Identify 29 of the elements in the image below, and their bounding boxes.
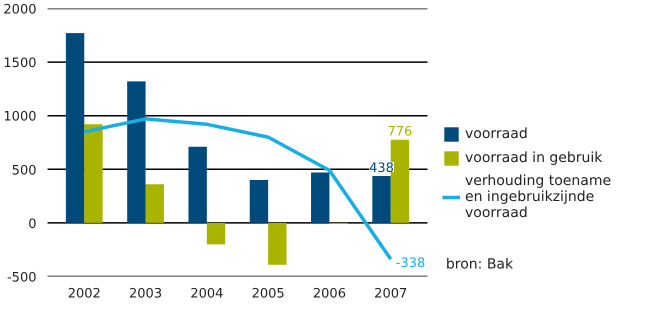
y-tick-label: 2000	[3, 2, 37, 18]
bar	[372, 176, 391, 223]
bar	[268, 222, 287, 265]
data-label: 438	[369, 160, 394, 176]
y-tick-label: 1500	[3, 56, 37, 72]
x-tick-label: 2006	[312, 286, 346, 302]
text: bron: Bak	[446, 256, 514, 272]
x-tick-label: 2007	[374, 286, 408, 302]
y-tick-label: 0	[28, 216, 37, 232]
x-tick-label: 2003	[129, 286, 162, 302]
x-tick-label: 2002	[68, 286, 101, 302]
bar	[250, 180, 268, 223]
bar	[146, 184, 164, 223]
bar	[206, 222, 226, 244]
bar	[188, 146, 207, 223]
data-label: -338	[396, 256, 426, 272]
bar	[66, 33, 84, 223]
data-label: 776	[388, 124, 412, 140]
legend-label: voorraad	[465, 126, 528, 142]
x-tick-label: 2004	[190, 286, 224, 302]
y-tick-label: -500	[6, 270, 37, 286]
y-tick-label: 1000	[3, 110, 37, 125]
legend-label: verhouding toename en ingebruikzijnde voorraad	[465, 173, 612, 221]
y-tick-label: 500	[12, 163, 37, 178]
bar	[127, 81, 146, 223]
legend-label: voorraad in gebruik	[465, 150, 602, 166]
x-tick-label: 2005	[252, 286, 285, 302]
bar	[84, 124, 103, 223]
bar	[311, 172, 330, 223]
